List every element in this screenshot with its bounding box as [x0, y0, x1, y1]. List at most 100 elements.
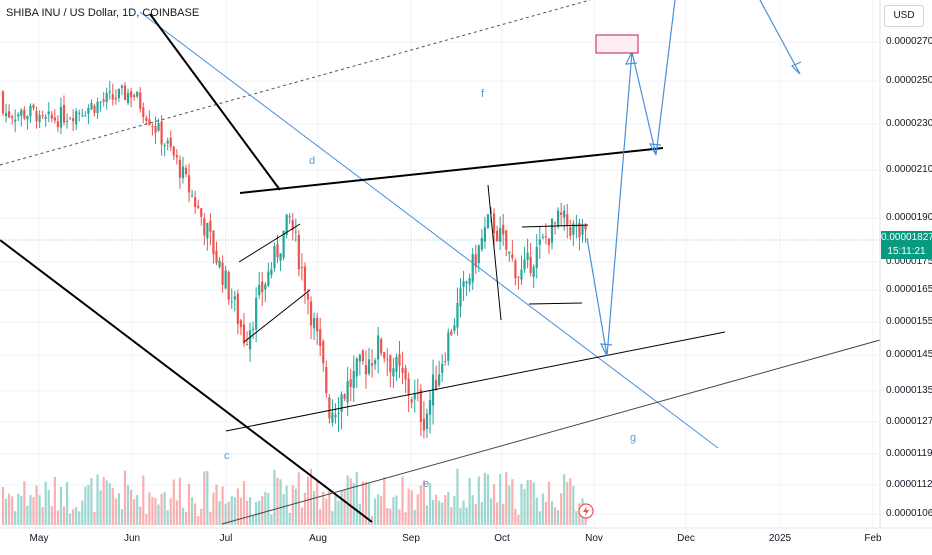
volume-bar: [170, 498, 172, 525]
volume-bar: [276, 478, 278, 525]
volume-bar: [408, 489, 410, 525]
candle-body: [295, 232, 297, 233]
time-tick-label: Dec: [677, 533, 695, 544]
volume-bar: [35, 486, 37, 525]
target-box: [596, 35, 638, 53]
candle-body: [408, 379, 410, 396]
volume-bar: [139, 507, 141, 525]
volume-bar: [481, 502, 483, 525]
candle-body: [240, 320, 242, 327]
candle-body: [188, 175, 190, 192]
candle-body: [170, 138, 172, 148]
candle-body: [340, 394, 342, 411]
candle-body: [325, 367, 327, 393]
volume-bar: [26, 506, 28, 525]
price-tick-label: 0.00002100: [886, 164, 932, 175]
volume-bar: [75, 507, 77, 525]
candle-body: [203, 218, 205, 235]
candle-body: [401, 368, 403, 373]
volume-bar: [542, 494, 544, 525]
volume-bar: [356, 472, 358, 525]
candle-body: [11, 116, 13, 118]
volume-bar: [29, 495, 31, 525]
volume-bar: [322, 492, 324, 525]
volume-bar: [176, 500, 178, 525]
candle-body: [145, 118, 147, 121]
volume-bar: [392, 497, 394, 525]
time-tick-label: May: [30, 533, 49, 544]
volume-bar: [334, 496, 336, 525]
candle-body: [347, 381, 349, 402]
candle-body: [420, 389, 422, 422]
volume-bar: [569, 478, 571, 525]
volume-bar: [530, 480, 532, 525]
annotation-f: f: [481, 88, 484, 100]
volume-bar: [145, 514, 147, 525]
candle-body: [103, 99, 105, 101]
candle-body: [66, 121, 68, 122]
volume-bar: [2, 487, 4, 525]
volume-bar: [490, 498, 492, 525]
candle-body: [29, 106, 31, 116]
volume-bar: [340, 490, 342, 525]
candle-body: [179, 160, 181, 178]
volume-bar: [493, 484, 495, 525]
volume-bar: [386, 508, 388, 525]
time-tick-label: Aug: [309, 533, 327, 544]
candle-body: [344, 394, 346, 398]
volume-bar: [462, 501, 464, 525]
volume-bar: [261, 496, 263, 525]
volume-bar: [60, 487, 62, 525]
candle-body: [157, 123, 159, 131]
candle-body: [301, 267, 303, 268]
candle-body: [39, 115, 41, 122]
volume-bar: [548, 482, 550, 525]
candle-body: [261, 282, 263, 293]
volume-bar: [164, 492, 166, 525]
volume-bar: [203, 472, 205, 525]
candle-body: [93, 106, 95, 113]
volume-bar: [194, 503, 196, 525]
candle-body: [316, 318, 318, 332]
volume-bar: [167, 510, 169, 525]
volume-bar: [426, 505, 428, 525]
volume-bar: [456, 469, 458, 525]
candle-body: [548, 238, 550, 245]
volume-bar: [200, 509, 202, 525]
currency-button[interactable]: USD: [884, 5, 924, 27]
volume-bar: [197, 516, 199, 525]
candle-body: [176, 155, 178, 157]
candle-body: [469, 278, 471, 284]
annotation-g: g: [630, 432, 636, 444]
volume-bar: [32, 497, 34, 525]
candle-body: [252, 329, 254, 330]
candle-body: [164, 145, 166, 146]
candle-body: [554, 222, 556, 223]
volume-bar: [307, 477, 309, 525]
candle-body: [456, 303, 458, 328]
candle-body: [581, 225, 583, 235]
volume-bars: [2, 469, 587, 525]
candle-body: [264, 284, 266, 289]
volume-bar: [23, 481, 25, 525]
candle-body: [392, 368, 394, 376]
volume-bar: [523, 489, 525, 525]
support-line-upper: [226, 332, 725, 431]
volume-bar: [344, 490, 346, 525]
volume-bar: [179, 478, 181, 525]
volume-bar: [121, 509, 123, 525]
candle-body: [84, 115, 86, 116]
volume-bar: [115, 498, 117, 525]
candle-body: [386, 359, 388, 360]
candle-body: [478, 246, 480, 264]
candle-body: [517, 277, 519, 278]
candle-body: [322, 341, 324, 363]
candle-body: [237, 294, 239, 324]
volume-bar: [374, 498, 376, 525]
volume-bar: [441, 503, 443, 525]
volume-bar: [557, 510, 559, 525]
volume-bar: [252, 516, 254, 525]
price-tick-label: 0.00001450: [886, 349, 932, 360]
